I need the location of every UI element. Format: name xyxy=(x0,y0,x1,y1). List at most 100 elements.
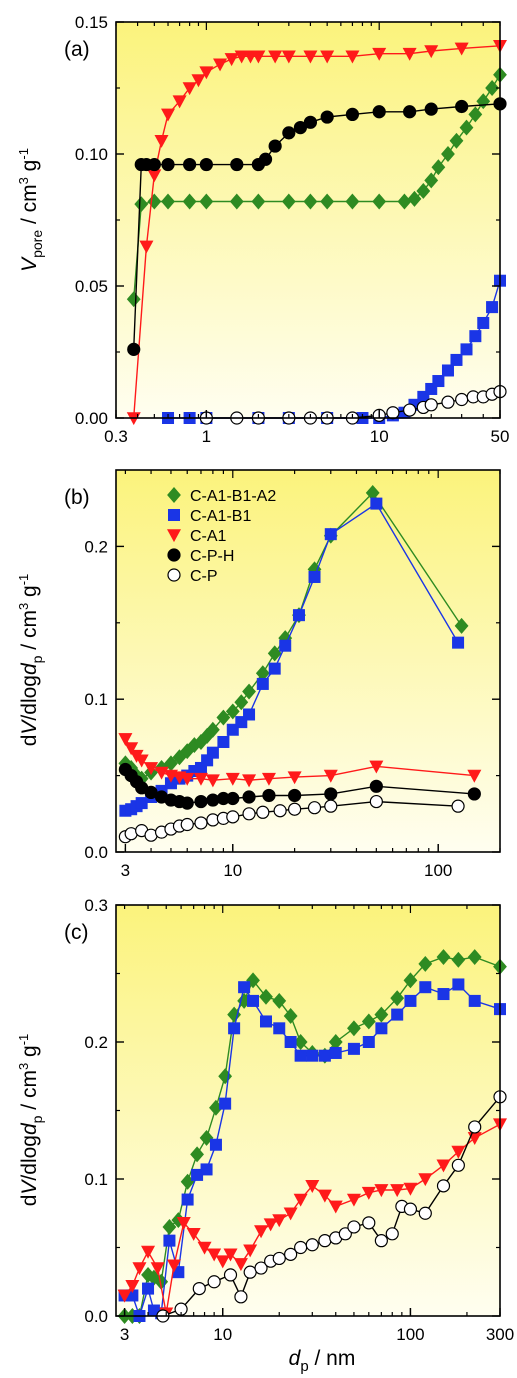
series-c-a1-point xyxy=(225,772,240,786)
series-c-a1-b1-point xyxy=(292,609,305,622)
series-c-p-h-point xyxy=(403,105,417,119)
series-c-p-point xyxy=(374,1234,388,1248)
series-c-a1-point xyxy=(323,769,338,783)
series-c-a1-b1-point xyxy=(181,1193,194,1206)
legend-entry: C-P-H xyxy=(167,548,234,565)
series-c-p-h-point xyxy=(320,110,334,124)
series-c-a1-b1-a2-point xyxy=(216,709,231,726)
series-c-p-point xyxy=(194,816,208,830)
legend-c-p-h-point xyxy=(167,548,181,562)
y-tick-label: 0.0 xyxy=(84,1307,108,1326)
series-c-a1-b1-point xyxy=(450,353,463,366)
series-c-a1-b1-a2-point xyxy=(467,949,482,966)
series-c-a1-point xyxy=(234,50,249,64)
x-tick-label: 1 xyxy=(202,427,211,446)
panel-c: 3 10 100 300 0.0 0.1 0.2 0.3 (c) xyxy=(64,896,514,1344)
series-c-p-point xyxy=(294,1240,308,1255)
series-group xyxy=(117,949,508,1324)
series-c-a1-b1-a2-point xyxy=(205,721,220,738)
series-c-p-h-point xyxy=(262,788,276,803)
series-c-a1-point xyxy=(124,742,139,756)
series-c-p-h-point xyxy=(226,791,240,806)
series-c-a1-b1-point xyxy=(318,1049,331,1062)
series-c-a1-point xyxy=(233,1258,248,1272)
series-c-a1-point xyxy=(139,240,154,254)
y-axis-label-a: Vpore / cm3 g-1 xyxy=(16,148,45,272)
series-c-p-h-point xyxy=(268,139,282,153)
series-c-p-point xyxy=(441,395,455,409)
series-c-p-point xyxy=(385,1227,399,1241)
series-c-p xyxy=(199,385,507,425)
legend-entry: C-A1-B1-A2 xyxy=(167,487,276,505)
series-c-a1-b1-point xyxy=(347,1042,360,1055)
series-c-a1-point xyxy=(242,774,257,788)
series-c-p-point xyxy=(468,1120,482,1134)
series-c-a1-b1-a2-point xyxy=(390,990,405,1007)
series-c-p-h-point xyxy=(194,794,208,809)
series-c-a1-point xyxy=(182,82,197,96)
series-c-p-point xyxy=(455,392,469,407)
series-c-p-point xyxy=(305,1238,319,1252)
series-c-a1-b1-point xyxy=(468,994,481,1007)
series-c-p-point xyxy=(307,801,322,815)
series-c-p-point xyxy=(324,799,338,813)
series-c-p-point xyxy=(223,1268,238,1282)
series-c-a1-b1-a2-point xyxy=(182,193,197,210)
series-c-a1-point xyxy=(403,1182,418,1196)
series-c-p-point xyxy=(273,804,287,818)
legend-label: C-A1-B1 xyxy=(190,508,251,525)
series-c-a1-point xyxy=(268,50,283,64)
series-c-a1-point xyxy=(281,50,296,64)
series-c-p-point xyxy=(226,810,240,824)
series-c-a1-point xyxy=(215,1255,230,1269)
series-c-a1-b1-point xyxy=(294,1049,307,1062)
series-c-a1-b1-point xyxy=(437,988,450,1001)
series-c-a1-b1-point xyxy=(308,570,321,583)
series-c-p-point xyxy=(234,1290,248,1304)
x-tick-label: 100 xyxy=(424,861,452,880)
series-c-a1-point xyxy=(144,762,159,776)
x-tick-label: 0.3 xyxy=(104,427,128,446)
series-c-a1-b1-point xyxy=(362,1036,375,1049)
series-c-a1-b1-point xyxy=(452,978,465,991)
y-tick-label: 0.2 xyxy=(84,1033,108,1052)
series-c-a1-b1-a2-point xyxy=(283,1008,298,1024)
series-c-a1-b1-a2-point xyxy=(407,190,422,207)
series-c-a1-point xyxy=(361,1186,376,1200)
series-c-a1-point xyxy=(154,135,169,148)
series-c-a1-point xyxy=(390,1184,405,1198)
series-c-a1-b1-point xyxy=(206,746,219,759)
series-c-a1-point xyxy=(193,772,208,786)
series-c-a1-point xyxy=(328,1200,343,1214)
series-c-p-point xyxy=(318,1234,332,1248)
series-c-p-h-point xyxy=(467,787,481,801)
series-c-a1-b1-point xyxy=(441,364,454,377)
series-c-p-h-point xyxy=(199,157,213,172)
series-c-a1-b1-point xyxy=(370,497,383,510)
series-c-a1-point xyxy=(207,1248,222,1262)
series-c-a1-point xyxy=(451,1145,466,1159)
series-c-p-point xyxy=(347,1220,361,1234)
series-c-p-point xyxy=(272,1251,286,1266)
series-c-a1-b1-point xyxy=(235,716,248,729)
legend-label: C-P xyxy=(190,568,218,585)
series-c-a1-b1-point xyxy=(375,1022,388,1035)
series-c-a1-point xyxy=(205,774,220,788)
series-c-a1-b1-a2-point xyxy=(418,955,433,972)
series-c-a1-b1-point xyxy=(404,994,417,1007)
series-c-a1-point xyxy=(186,1228,201,1241)
series-c-a1-b1-a2-point xyxy=(259,988,273,1005)
series-c-a1-point xyxy=(254,1225,269,1239)
series-c-a1-b1-a2-point xyxy=(229,193,244,210)
series-c-p-h-point xyxy=(303,115,318,129)
panel-label: (a) xyxy=(64,38,90,61)
y-tick-label: 0.05 xyxy=(75,277,108,296)
series-c-p-h-point xyxy=(242,790,256,804)
plot-frame xyxy=(115,469,501,853)
series-c-p-point xyxy=(451,1158,465,1172)
series-c-a1-point xyxy=(243,1244,258,1258)
series-group xyxy=(126,39,508,426)
x-tick-label: 300 xyxy=(486,1325,514,1344)
series-c-a1-point xyxy=(305,1180,320,1193)
